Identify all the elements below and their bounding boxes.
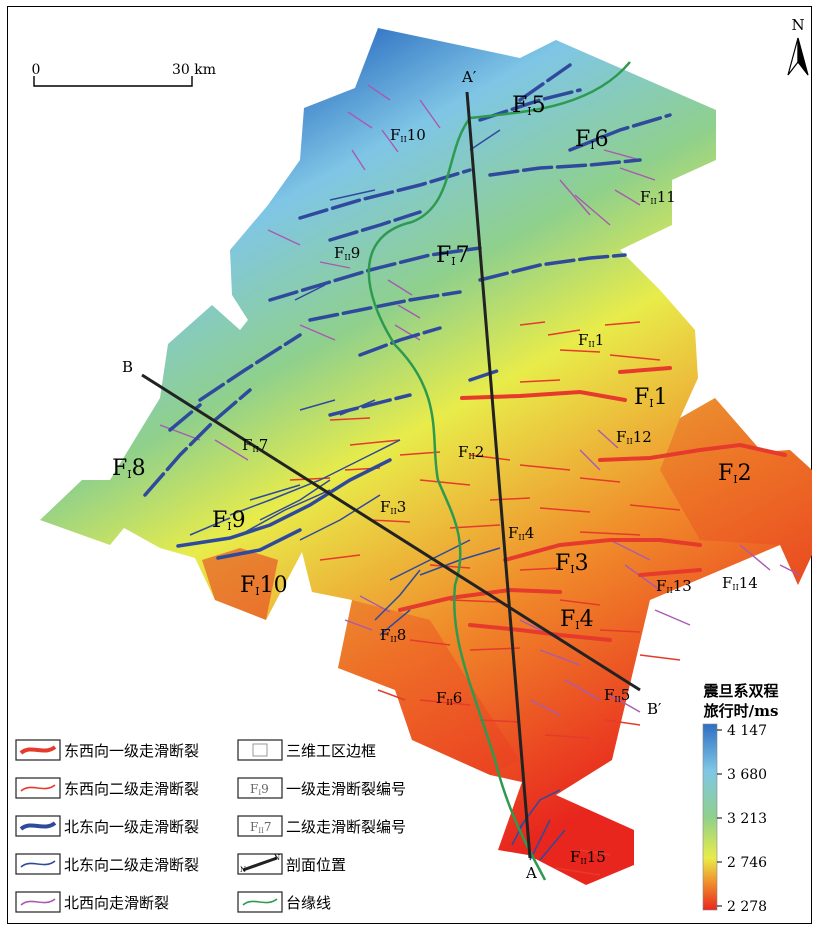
fault-label-fii13: FII13 [656, 577, 692, 595]
ew-secondary-faults [289, 321, 681, 876]
legend-line-symbol [19, 821, 57, 831]
legend-label-symbol: FII7 [250, 820, 272, 835]
nw-faults [159, 84, 801, 716]
legend-text: 台缘线 [286, 894, 331, 912]
legend-line-symbol [242, 898, 278, 906]
scale-end: 30 km [172, 62, 216, 78]
colorbar-title-2: 旅行时/ms [704, 702, 779, 720]
colorbar: 震旦系双程 旅行时/ms 4 147 3 680 3 213 2 746 2 278 [702, 682, 779, 915]
fault-label-fii3: FII3 [380, 498, 406, 516]
legend-text: 北东向一级走滑断裂 [64, 818, 199, 836]
fault-label-fi3: FI3 [555, 551, 589, 576]
fault-label-fii7: FII7 [242, 436, 268, 454]
colorbar-tick: 4 147 [727, 723, 767, 739]
legend-text: 东西向二级走滑断裂 [64, 780, 199, 798]
fault-label-fi1: FI1 [634, 385, 668, 410]
legend-text: 剖面位置 [286, 856, 346, 874]
legend-text: 三维工区边框 [286, 742, 376, 760]
fault-label-fii1: FII1 [578, 331, 604, 349]
legend-item-platform-margin: 台缘线 [237, 891, 331, 913]
section-line-bb [141, 373, 641, 692]
legend-line-symbol [19, 745, 57, 755]
colorbar-tick: 3 680 [727, 767, 767, 783]
legend-section-end-b: N [274, 854, 280, 862]
legend: 东西向一级走滑断裂东西向二级走滑断裂北东向一级走滑断裂北东向二级走滑断裂北西向走… [15, 739, 406, 913]
scale-start: 0 [32, 62, 41, 78]
legend-line-symbol [20, 860, 56, 868]
section-lines [141, 91, 641, 859]
section-line-aa [465, 91, 532, 859]
fault-label-fi6: FI6 [575, 127, 609, 152]
fault-label-fii6: FII6 [436, 689, 462, 707]
fault-label-fi10: FI10 [240, 573, 288, 598]
legend-box-symbol [252, 743, 268, 757]
fault-label-fii9: FII9 [334, 244, 360, 262]
fault-label-fii4: FII4 [508, 524, 534, 542]
survey-area-east-shading [660, 398, 812, 585]
legend-swatch [237, 777, 283, 799]
fault-label-fii10: FII10 [390, 126, 426, 144]
colorbar-tick: 3 213 [727, 811, 767, 827]
fault-label-fi8: FI8 [112, 456, 146, 481]
legend-section-end-a: N [240, 866, 246, 874]
fault-labels: FI1 FI2 FI3 FI4 FI5 FI6 FI7 FI8 FI9 FI10 FII1 FII2 F… [112, 93, 758, 866]
colorbar-ramp [702, 723, 718, 911]
legend-item-ew-primary: 东西向一级走滑断裂 [15, 739, 199, 761]
section-label-a-prime: A′ [461, 68, 477, 86]
legend-label-symbol: FI9 [250, 782, 269, 797]
legend-line-symbol [20, 784, 56, 792]
legend-item-survey-border: 三维工区边框 [237, 739, 376, 761]
legend-section-symbol [242, 856, 278, 872]
north-arrow: N [787, 16, 809, 76]
colorbar-tick: 2 746 [727, 855, 767, 871]
ew-primary-faults [398, 366, 787, 642]
legend-item-secondary-id: FII7 二级走滑断裂编号 [237, 815, 406, 837]
legend-item-primary-id: FI9 一级走滑断裂编号 [237, 777, 406, 799]
section-label-b-prime: B′ [647, 700, 662, 718]
fault-label-fii11: FII11 [640, 188, 676, 206]
fault-label-fi2: FI2 [718, 461, 752, 486]
section-labels: A′ A B B′ [122, 68, 662, 882]
fault-label-fii14: FII14 [722, 574, 758, 592]
colorbar-tick: 2 278 [727, 899, 767, 915]
survey-area-surface [40, 28, 812, 885]
legend-item-ew-secondary: 东西向二级走滑断裂 [15, 777, 199, 799]
survey-area-sw-lobe [202, 548, 278, 620]
fault-label-fii5: FII5 [604, 686, 630, 704]
fault-label-fii12: FII12 [616, 428, 652, 446]
legend-item-nw-strike: 北西向走滑断裂 [15, 891, 169, 913]
legend-item-ne-primary: 北东向一级走滑断裂 [15, 815, 199, 837]
legend-text: 二级走滑断裂编号 [286, 818, 406, 836]
legend-text: 北东向二级走滑断裂 [64, 856, 199, 874]
fault-label-fi7: FI7 [436, 243, 470, 268]
north-label: N [791, 16, 804, 34]
ne-secondary-faults [189, 129, 566, 861]
ne-primary-faults [143, 63, 672, 497]
legend-item-ne-secondary: 北东向二级走滑断裂 [15, 853, 199, 875]
figure-frame [7, 6, 812, 924]
fault-label-fii15: FII15 [570, 848, 606, 866]
section-label-b: B [122, 358, 133, 376]
legend-text: 北西向走滑断裂 [64, 894, 169, 912]
fault-label-fi4: FI4 [560, 607, 594, 632]
fault-label-fi5: FI5 [512, 93, 546, 118]
survey-area-south-shading [338, 600, 520, 775]
legend-line-symbol [20, 898, 56, 906]
legend-swatch [237, 815, 283, 837]
legend-item-section: N N 剖面位置 [237, 853, 346, 875]
fault-label-fii2: FII2 [458, 443, 484, 461]
fault-label-fi9: FI9 [212, 508, 246, 533]
ne-primary-faults-solid [176, 458, 392, 560]
scale-bar: 0 30 km [32, 62, 216, 87]
section-label-a: A [525, 864, 537, 882]
legend-text: 东西向一级走滑断裂 [64, 742, 199, 760]
colorbar-title-1: 震旦系双程 [703, 682, 778, 700]
legend-text: 一级走滑断裂编号 [286, 780, 406, 798]
fault-label-fii8: FII8 [380, 626, 406, 644]
